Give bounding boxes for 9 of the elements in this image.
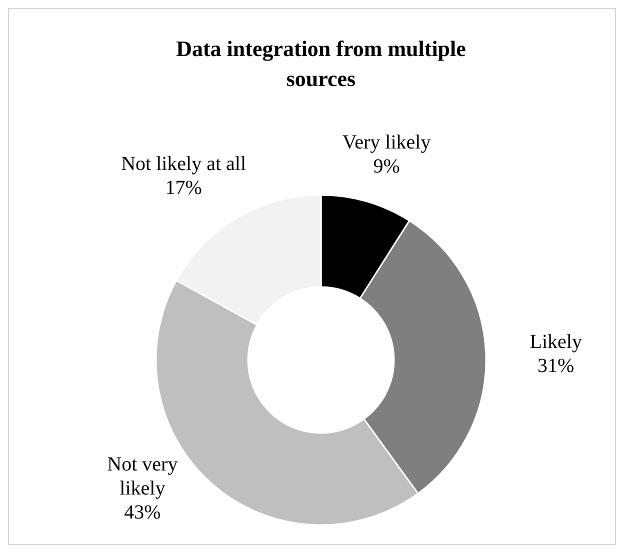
- slice-label: Not likely at all: [121, 152, 246, 175]
- data-label: 43%: [124, 502, 161, 524]
- chart-title: Data integration from multiple sources: [176, 36, 466, 91]
- data-label: 9%: [373, 156, 400, 178]
- data-label: 31%: [538, 355, 574, 378]
- slice-label: Very likely: [342, 132, 431, 154]
- data-label: 17%: [165, 176, 202, 199]
- slice-label: Not very likely: [107, 454, 178, 500]
- slice-label: Likely: [530, 331, 582, 354]
